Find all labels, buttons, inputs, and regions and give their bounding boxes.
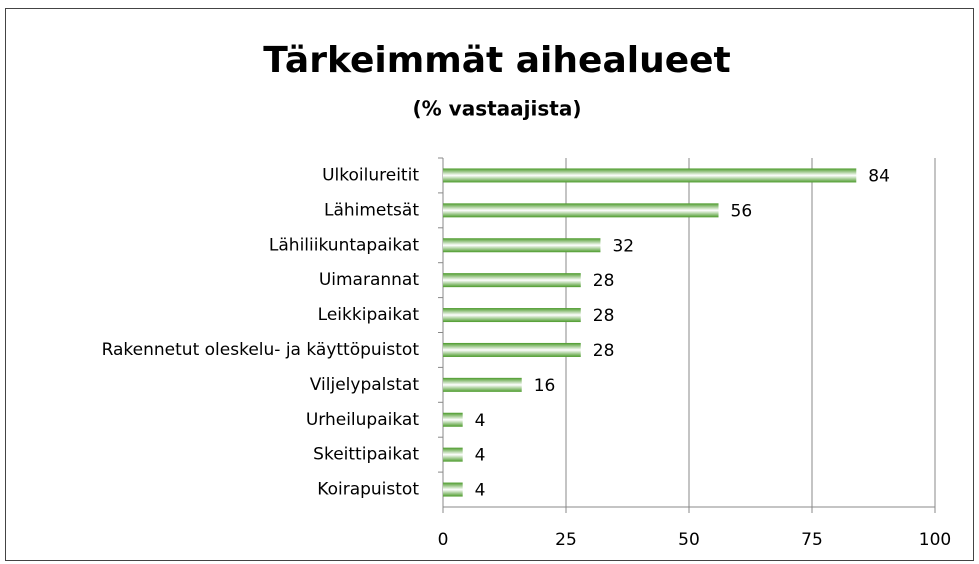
chart-title: Tärkeimmät aihealueet — [263, 40, 731, 81]
data-label: 32 — [612, 236, 634, 256]
y-tick-label: Urheilupaikat — [306, 410, 419, 430]
data-label: 16 — [534, 376, 556, 396]
y-tick-label: Lähiliikuntapaikat — [269, 235, 419, 255]
y-tick-label: Leikkipaikat — [318, 305, 420, 325]
x-tick-label: 100 — [919, 530, 951, 550]
bar — [443, 238, 601, 253]
x-tick-label: 75 — [801, 530, 823, 550]
data-label: 28 — [593, 341, 615, 361]
data-label: 28 — [593, 271, 615, 291]
data-label: 84 — [868, 166, 890, 186]
y-tick-label: Skeittipaikat — [313, 445, 419, 465]
data-label: 4 — [475, 481, 486, 501]
bar — [443, 308, 581, 323]
y-tick-label: Koirapuistot — [317, 480, 419, 500]
y-tick-label: Lähimetsät — [324, 200, 419, 220]
chart-subtitle: (% vastaajista) — [413, 97, 582, 121]
bar — [443, 203, 719, 218]
y-tick-label: Uimarannat — [319, 270, 420, 290]
bar — [443, 168, 857, 183]
y-tick-label: Rakennetut oleskelu- ja käyttöpuistot — [102, 340, 420, 360]
bar — [443, 412, 463, 427]
data-label: 28 — [593, 306, 615, 326]
y-tick-label: Ulkoilureitit — [322, 165, 419, 185]
x-tick-label: 25 — [555, 530, 577, 550]
y-tick-label: Viljelypalstat — [310, 375, 420, 395]
x-tick-label: 50 — [678, 530, 700, 550]
bar — [443, 447, 463, 462]
bar — [443, 377, 522, 392]
x-tick-label: 0 — [438, 530, 449, 550]
bar — [443, 342, 581, 357]
data-label: 4 — [475, 411, 486, 431]
data-label: 56 — [731, 201, 753, 221]
data-label: 4 — [475, 446, 486, 466]
bar — [443, 482, 463, 497]
bar — [443, 273, 581, 288]
